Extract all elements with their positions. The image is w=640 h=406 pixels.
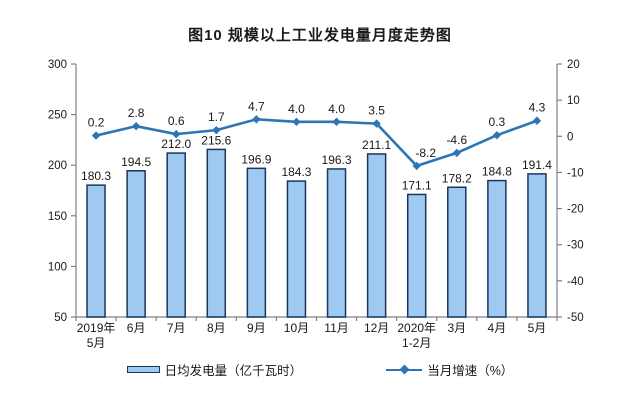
right-axis-tick-label: -20	[567, 204, 584, 216]
right-axis-tick-label: -50	[567, 312, 584, 324]
line-marker	[131, 121, 141, 131]
x-axis-category-label: 2020年	[397, 321, 436, 335]
x-axis-category-label: 5月	[87, 336, 106, 350]
line-value-label: 3.5	[368, 104, 385, 118]
bar-series-label: 日均发电量（亿千瓦时）	[164, 364, 303, 378]
bar-value-label: 178.2	[442, 171, 472, 185]
line-marker	[492, 131, 502, 140]
x-axis-category-label: 8月	[207, 321, 226, 335]
line-value-label: 4.0	[328, 102, 345, 116]
bar	[166, 152, 186, 318]
x-axis-category-label: 7月	[167, 321, 186, 335]
line-value-label: 2.8	[128, 106, 145, 120]
x-axis-category-label: 5月	[528, 321, 547, 335]
line-value-label: 4.7	[248, 99, 265, 113]
x-axis-category-label: 6月	[127, 321, 146, 335]
line-value-label: 0.3	[489, 115, 506, 129]
line-marker	[292, 117, 301, 127]
bar	[447, 186, 467, 318]
line-value-label: 0.6	[168, 114, 185, 128]
right-axis-tick-label: 10	[567, 95, 580, 107]
x-axis-category-label: 9月	[247, 321, 266, 335]
x-axis-category-label: 10月	[284, 321, 309, 335]
line-value-label: 4.0	[288, 102, 305, 116]
bar	[527, 173, 547, 318]
right-axis-tick-label: -10	[567, 167, 584, 179]
bar-value-label: 184.3	[281, 165, 311, 179]
line-marker	[412, 161, 421, 171]
line-value-label: 4.3	[529, 101, 546, 115]
bar-value-label: 215.6	[201, 133, 231, 147]
line-value-label: -4.6	[446, 133, 467, 147]
x-axis-category-label: 1-2月	[402, 336, 431, 350]
line-marker	[91, 131, 101, 140]
bar-series-swatch	[126, 366, 160, 373]
line-series-swatch	[386, 364, 423, 375]
right-axis-tick-label: 0	[567, 131, 573, 143]
x-axis-category-label: 2019年	[77, 321, 116, 335]
line-marker	[532, 116, 542, 125]
bar-value-label: 196.9	[241, 152, 271, 166]
left-axis-tick-label: 200	[48, 160, 67, 172]
legend-item-line: 当月增速（%）	[386, 360, 513, 379]
x-axis-category-label: 12月	[364, 321, 389, 335]
bar	[286, 180, 307, 318]
bar-value-label: 212.0	[161, 137, 191, 151]
x-axis-category-label: 3月	[447, 321, 466, 335]
line-marker	[172, 129, 181, 139]
growth-line	[95, 117, 538, 168]
right-axis-tick-label: 20	[567, 59, 580, 71]
diamond-marker-icon	[399, 364, 410, 375]
bar-value-label: 184.8	[482, 165, 512, 179]
right-axis-tick-label: -40	[567, 276, 584, 288]
bar	[126, 170, 146, 318]
bar-value-label: 171.1	[402, 178, 432, 192]
axis-frame	[75, 64, 558, 318]
line-series-label: 当月增速（%）	[427, 364, 514, 378]
bar-value-label: 211.1	[362, 138, 391, 152]
line-value-label: 1.7	[208, 110, 225, 124]
left-axis-tick-label: 50	[54, 312, 67, 324]
line-value-label: 0.2	[88, 116, 105, 130]
line-marker	[252, 115, 261, 124]
bar	[406, 193, 427, 318]
line-marker	[332, 117, 341, 127]
legend-item-bar: 日均发电量（亿千瓦时）	[126, 360, 303, 379]
x-axis-category-label: 4月	[488, 321, 507, 335]
bar	[206, 148, 227, 318]
line-marker	[372, 119, 381, 128]
left-axis-tick-label: 150	[48, 211, 67, 223]
bar-value-label: 194.5	[121, 155, 151, 169]
line-marker	[452, 148, 461, 158]
left-axis-tick-label: 100	[48, 261, 67, 273]
bar-value-label: 180.3	[81, 169, 111, 183]
line-marker	[212, 125, 221, 135]
bar-value-label: 191.4	[522, 158, 552, 172]
bar	[86, 184, 106, 318]
left-axis-tick-label: 300	[48, 59, 67, 71]
chart-title: 图10 规模以上工业发电量月度走势图	[188, 27, 452, 44]
right-axis-tick-label: -30	[567, 240, 584, 252]
bar-value-label: 196.3	[322, 153, 352, 167]
line-value-label: -8.2	[415, 146, 436, 160]
legend: 日均发电量（亿千瓦时） 当月增速（%）	[0, 360, 640, 379]
bar	[246, 167, 267, 318]
bar	[366, 153, 387, 318]
x-axis-category-label: 11月	[324, 321, 348, 335]
left-axis-tick-label: 250	[48, 110, 67, 122]
bar	[487, 179, 507, 318]
bar	[326, 168, 347, 318]
